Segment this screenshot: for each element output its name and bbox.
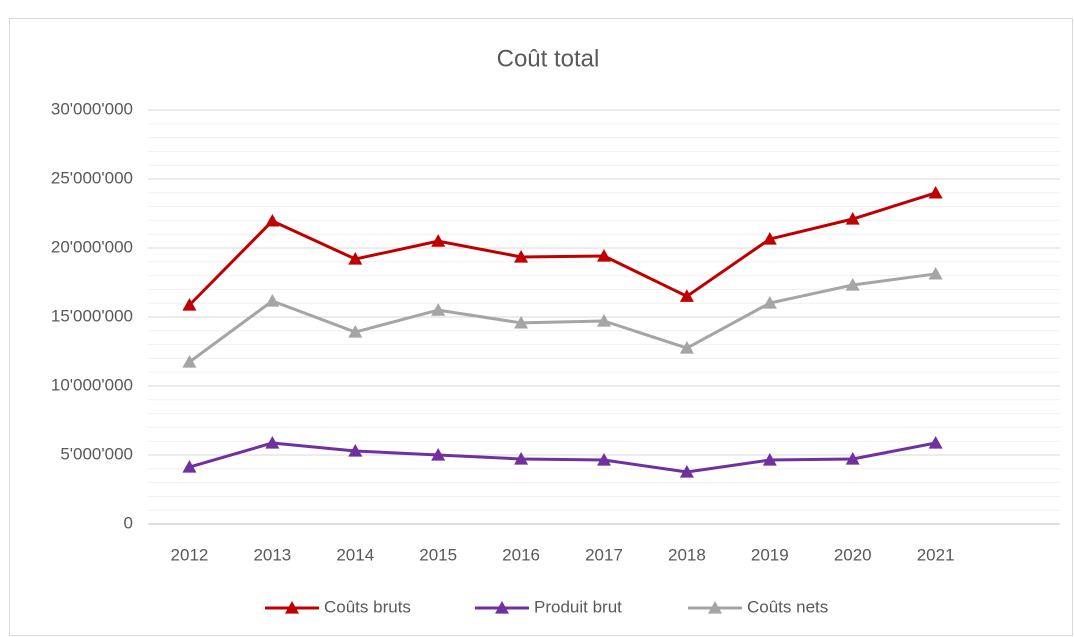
chart-border <box>9 18 1073 636</box>
legend-marker <box>495 601 509 614</box>
point-marker <box>679 341 694 354</box>
point-marker <box>514 315 529 329</box>
legend-label: Coûts bruts <box>324 597 411 616</box>
y-tick-label: 5'000'000 <box>60 444 133 463</box>
y-tick-label: 10'000'000 <box>51 375 133 394</box>
point-marker <box>514 452 529 465</box>
x-tick-label: 2019 <box>751 545 789 564</box>
series-line <box>188 191 937 307</box>
point-marker <box>597 314 611 327</box>
point-marker <box>928 435 943 449</box>
point-marker <box>845 212 860 225</box>
point-marker <box>845 452 860 465</box>
point-marker <box>265 435 280 449</box>
x-tick-label: 2016 <box>502 545 540 564</box>
y-tick-label: 25'000'000 <box>51 168 133 187</box>
x-tick-label: 2013 <box>253 545 291 564</box>
y-tick-label: 15'000'000 <box>51 306 133 325</box>
point-marker <box>265 293 280 307</box>
point-marker <box>431 234 446 247</box>
point-marker <box>182 297 197 311</box>
x-tick-label: 2021 <box>917 545 955 564</box>
legend-marker <box>285 601 299 614</box>
point-marker <box>762 232 777 245</box>
point-marker <box>762 452 777 466</box>
x-tick-label: 2020 <box>834 545 872 564</box>
point-marker <box>265 213 280 227</box>
point-marker <box>762 296 777 309</box>
point-marker <box>431 448 446 461</box>
point-marker <box>431 303 446 316</box>
x-tick-label: 2014 <box>336 545 374 564</box>
x-tick-label: 2012 <box>171 545 209 564</box>
y-tick-label: 20'000'000 <box>51 237 133 256</box>
point-marker <box>928 266 943 280</box>
point-marker <box>845 277 860 291</box>
x-tick-label: 2015 <box>419 545 457 564</box>
point-marker <box>597 452 611 466</box>
point-marker <box>182 460 197 473</box>
y-tick-label: 30'000'000 <box>51 99 133 118</box>
point-marker <box>182 354 197 368</box>
legend-label: Produit brut <box>534 597 622 616</box>
series-line <box>189 441 936 474</box>
point-marker <box>928 185 943 199</box>
chart-title: Coût total <box>497 45 600 72</box>
x-tick-label: 2017 <box>585 545 623 564</box>
point-marker <box>348 325 363 338</box>
series-line <box>188 272 936 364</box>
legend-marker <box>708 601 722 614</box>
x-tick-label: 2018 <box>668 545 706 564</box>
point-marker <box>348 443 363 457</box>
point-marker <box>348 252 363 265</box>
point-marker <box>514 249 529 263</box>
point-marker <box>679 289 694 302</box>
point-marker <box>597 249 611 262</box>
point-marker <box>679 464 694 478</box>
y-tick-label: 0 <box>124 513 133 532</box>
legend-label: Coûts nets <box>747 597 828 616</box>
